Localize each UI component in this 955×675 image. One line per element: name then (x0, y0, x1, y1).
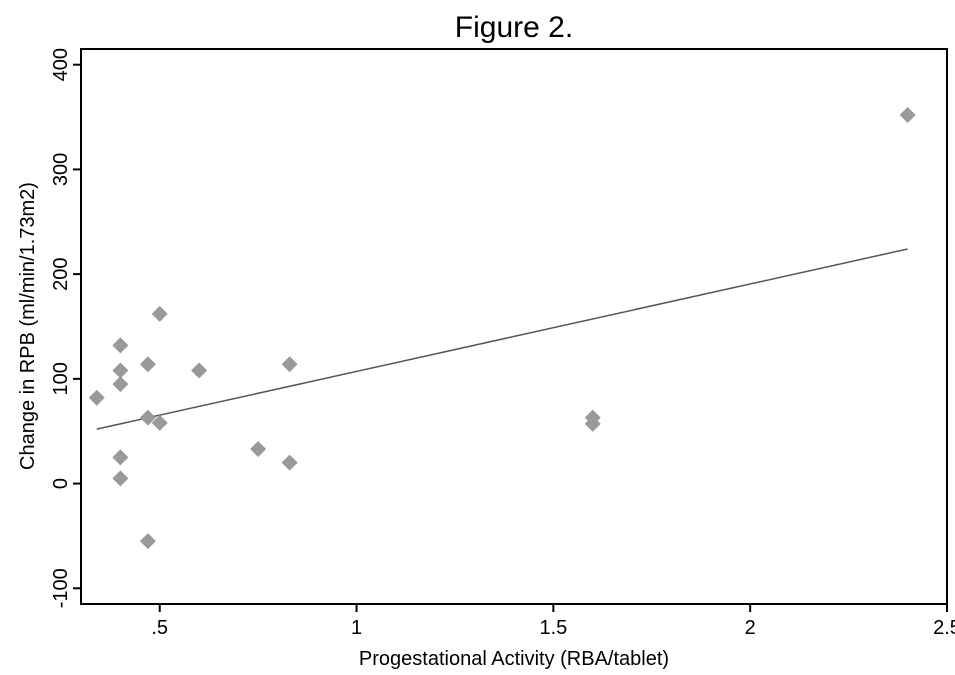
x-tick-label: 2.5 (933, 617, 955, 639)
data-point (151, 305, 168, 322)
data-point (281, 356, 298, 373)
data-points (88, 106, 916, 550)
data-point (151, 414, 168, 431)
y-tick-label: 400 (50, 48, 72, 81)
y-tick-label: 100 (50, 362, 72, 395)
data-point (250, 441, 267, 458)
x-tick-label: .5 (151, 617, 168, 639)
y-axis: -100 0 100 200 300 400 (50, 48, 81, 608)
data-point (139, 356, 156, 373)
data-point (112, 449, 129, 466)
chart-title: Figure 2. (455, 11, 573, 44)
data-point (112, 362, 129, 379)
data-point (281, 454, 298, 471)
data-point (191, 362, 208, 379)
x-axis-label: Progestational Activity (RBA/tablet) (359, 648, 669, 670)
data-point (139, 409, 156, 426)
data-point (112, 337, 129, 354)
data-point (88, 389, 105, 406)
data-point (584, 415, 601, 432)
x-axis: .5 1 1.5 2 2.5 (151, 604, 955, 639)
x-tick-label: 1.5 (539, 617, 567, 639)
x-tick-label: 2 (745, 617, 756, 639)
data-point (112, 470, 129, 487)
regression-line (96, 248, 908, 430)
data-point (899, 106, 916, 123)
data-point (112, 376, 129, 393)
y-tick-label: 300 (50, 153, 72, 186)
y-tick-label: -100 (50, 568, 72, 608)
plot-frame (80, 48, 948, 605)
y-axis-label: Change in RPB (ml/min/1.73m2) (17, 182, 39, 470)
y-tick-label: 0 (50, 478, 72, 489)
y-tick-label: 200 (50, 257, 72, 290)
data-point (139, 533, 156, 550)
x-tick-label: 1 (351, 617, 362, 639)
